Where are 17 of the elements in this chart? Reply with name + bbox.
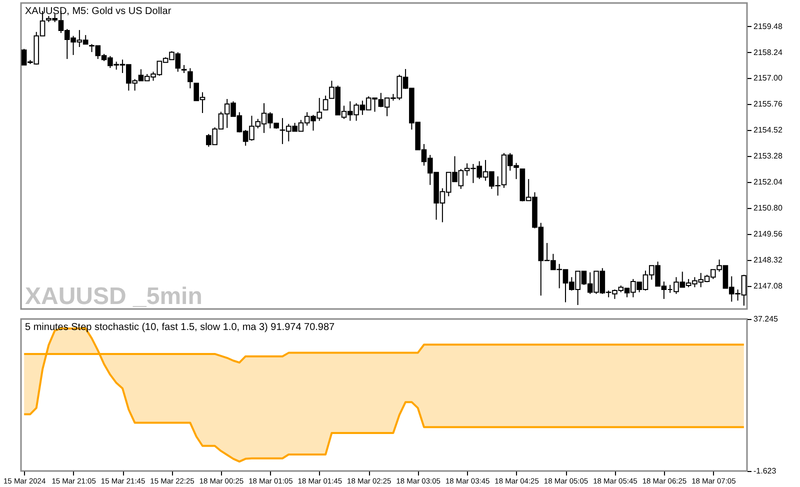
annotation: XAUUSD _5min <box>25 283 202 310</box>
y-tick-label: 2155.76 <box>754 100 783 109</box>
y-tick-label: 2147.08 <box>754 282 783 291</box>
y-tick-label: 37.245 <box>754 314 779 324</box>
chart-title: XAUUSD, M5: Gold vs US Dollar <box>25 6 172 17</box>
candlestick <box>322 95 328 110</box>
y-tick-label: -1.623 <box>754 466 777 476</box>
y-tick-label: 2157.00 <box>754 74 783 83</box>
y-tick-label: 2152.04 <box>754 178 783 187</box>
y-tick-label: 2154.52 <box>754 126 783 135</box>
y-tick-label: 2148.32 <box>754 256 783 265</box>
y-tick-label: 2159.48 <box>754 22 783 31</box>
y-tick-label: 2149.56 <box>754 230 783 239</box>
y-tick-label: 2158.24 <box>754 48 783 57</box>
y-tick-label: 2153.28 <box>754 152 783 161</box>
candlestick <box>188 68 193 89</box>
y-tick-label: 2150.80 <box>754 204 783 213</box>
